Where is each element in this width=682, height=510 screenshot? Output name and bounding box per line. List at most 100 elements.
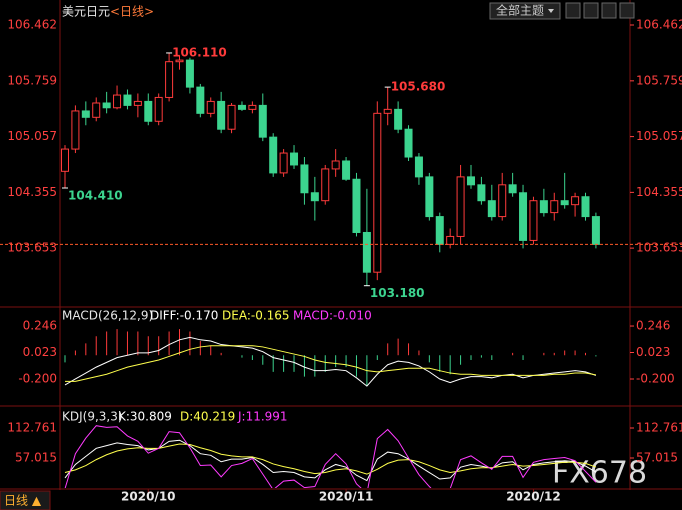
indicator-line	[64, 425, 597, 488]
candle-body	[217, 100, 226, 130]
period: <日线>	[110, 5, 154, 19]
icon-button[interactable]	[565, 2, 581, 19]
candle-body	[477, 184, 486, 202]
indicator-line	[64, 443, 597, 475]
annotation-label: 105.680	[391, 80, 446, 94]
y-tick-label: 104.355	[7, 185, 57, 199]
icon-button[interactable]	[601, 2, 617, 19]
candle-body	[487, 200, 496, 218]
candle-body	[539, 200, 548, 214]
x-tick-label: 2020/10	[121, 490, 175, 504]
footer-tab-label[interactable]: 日线 ▲	[4, 494, 42, 508]
candle-body	[373, 112, 382, 273]
candle-body	[560, 200, 569, 206]
y-tick-label-right: 105.759	[636, 73, 682, 87]
legend-entry: D:40.219	[180, 410, 235, 424]
macd-plot	[64, 329, 597, 387]
candle-body	[92, 102, 101, 118]
candle-body	[425, 176, 434, 218]
legend-entry: J:11.991	[237, 410, 288, 424]
y-tick-label: 105.057	[7, 129, 57, 143]
candle-body	[102, 102, 111, 109]
candle-body	[300, 164, 309, 194]
y-tick-label-right: 57.015	[636, 450, 678, 464]
y-tick-label: 0.246	[23, 319, 57, 333]
indicator-line	[64, 336, 597, 387]
candle-body	[123, 94, 132, 106]
y-tick-label-right: 105.057	[636, 129, 682, 143]
candle-body	[321, 168, 330, 202]
y-tick-label: 0.023	[23, 345, 57, 359]
candle-body	[71, 110, 80, 150]
candle-body	[154, 96, 163, 122]
indicator-title: MACD(26,12,9)	[62, 309, 153, 323]
y-tick-label: 105.759	[7, 73, 57, 87]
candle-body	[196, 86, 205, 114]
candle-body	[362, 231, 371, 273]
candle-body	[206, 100, 215, 114]
annotation-label: 103.180	[370, 286, 425, 300]
candle-body	[414, 156, 423, 178]
legend-entry: MACD:-0.010	[293, 309, 372, 323]
y-tick-label-right: 0.246	[636, 319, 670, 333]
theme-button-label[interactable]: 全部主题	[496, 3, 544, 18]
candle-body	[290, 152, 299, 166]
candle-body	[456, 176, 465, 237]
indicator-line	[65, 345, 596, 382]
candle-body	[571, 196, 580, 206]
y-tick-label: -0.200	[18, 371, 57, 385]
candle-body	[342, 160, 351, 180]
candle-body	[446, 235, 455, 245]
candle-body	[550, 200, 559, 214]
candle-body	[591, 216, 600, 245]
x-tick-label: 2020/12	[506, 490, 560, 504]
candle-body	[237, 104, 246, 110]
y-tick-label-right: 0.023	[636, 345, 670, 359]
candle-body	[498, 184, 507, 218]
candle-body	[279, 152, 288, 174]
annotation-label: 106.110	[172, 45, 227, 59]
candle-body	[258, 104, 267, 138]
y-tick-label: 103.653	[7, 241, 57, 255]
candle-body	[175, 59, 184, 63]
y-tick-label: 112.761	[7, 420, 57, 434]
indicator-title: KDJ(9,3,3)	[62, 410, 123, 424]
title: 美元日元	[62, 5, 110, 19]
candle-body	[248, 104, 257, 110]
candle-body	[466, 176, 475, 186]
candle-body	[61, 148, 69, 172]
y-tick-label: 57.015	[15, 450, 57, 464]
dropdown-icon	[548, 9, 554, 13]
candle-body	[383, 108, 392, 114]
y-tick-label-right: 112.761	[636, 420, 682, 434]
legend-entry: K:30.809	[118, 410, 172, 424]
y-tick-label-right: 106.462	[636, 17, 682, 31]
candle-body	[435, 216, 444, 245]
candle-body	[331, 160, 340, 170]
candle-body	[269, 136, 278, 174]
footer-tab[interactable]	[0, 490, 51, 510]
candle-body	[529, 200, 538, 241]
candle-body	[352, 178, 361, 233]
candle-body	[81, 110, 90, 118]
y-tick-label-right: -0.200	[636, 371, 675, 385]
candle-body	[581, 196, 590, 218]
kdj-plot	[64, 425, 597, 488]
annotation-label: 104.410	[68, 188, 123, 202]
icon-button[interactable]	[619, 2, 635, 19]
theme-button[interactable]	[489, 2, 561, 20]
candles	[61, 52, 600, 286]
candle-body	[310, 192, 319, 202]
candle-body	[144, 100, 153, 122]
candle-body	[227, 104, 236, 130]
legend-entry: DIFF:-0.170	[150, 309, 218, 323]
candle-body	[185, 59, 194, 88]
candle-body	[394, 108, 403, 130]
x-tick-label: 2020/11	[319, 490, 373, 504]
candle-body	[519, 192, 528, 241]
y-tick-label-right: 103.653	[636, 241, 682, 255]
icon-button[interactable]	[583, 2, 599, 19]
